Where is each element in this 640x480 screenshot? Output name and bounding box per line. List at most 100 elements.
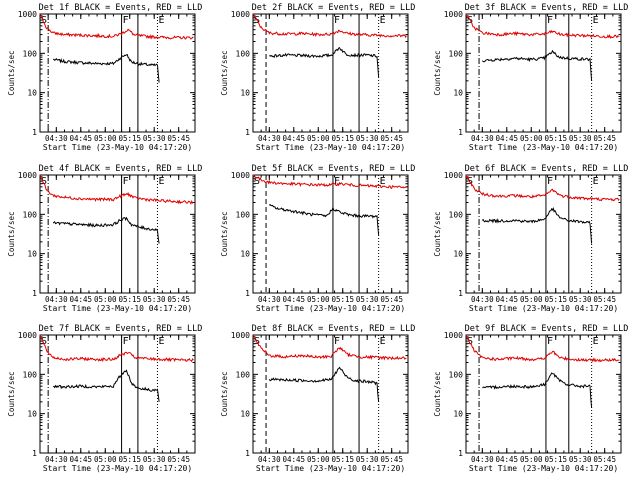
y-tick-label: 100	[23, 210, 38, 219]
x-tick-label: 05:45	[593, 455, 616, 464]
y-axis-label: Counts/sec	[220, 371, 229, 416]
events-series-line	[481, 49, 593, 81]
x-axis-label: Start Time (23-May-10 04:17:20)	[469, 464, 618, 473]
y-tick-label: 1000	[231, 10, 250, 19]
x-tick-label: 05:15	[544, 455, 567, 464]
events-series-line	[269, 47, 380, 78]
x-tick-label: 05:30	[143, 455, 166, 464]
time-marker-label: E	[380, 176, 386, 187]
time-marker-label: F	[334, 176, 340, 187]
time-marker-label: S	[41, 176, 47, 187]
x-axis-label: Start Time (23-May-10 04:17:20)	[43, 304, 192, 313]
detector-panel: Det 6f BLACK = Events, RED = LLD 1 10 100 10…	[433, 164, 628, 313]
panel-title: Det 4f BLACK = Events, RED = LLD	[39, 164, 203, 174]
time-marker-label: S	[41, 336, 47, 347]
detector-panel: Det 2f BLACK = Events, RED = LLD 1 10 100 10…	[220, 3, 415, 152]
x-tick-label: 05:00	[520, 295, 543, 304]
x-tick-label: 04:30	[45, 455, 68, 464]
events-series-line	[52, 369, 160, 402]
x-tick-label: 04:45	[70, 134, 93, 143]
y-tick-label: 1	[245, 128, 250, 137]
y-tick-label: 100	[236, 49, 251, 58]
x-tick-label: 05:15	[118, 134, 141, 143]
time-marker-label: E	[158, 176, 164, 187]
detector-panel: Det 8f BLACK = Events, RED = LLD 1 10 100 10…	[220, 324, 415, 473]
panel-title: Det 6f BLACK = Events, RED = LLD	[465, 164, 629, 174]
time-marker-label: E	[158, 15, 164, 26]
plot-frame	[252, 174, 409, 294]
x-tick-label: 05:30	[356, 134, 379, 143]
y-tick-label: 1	[458, 289, 463, 298]
y-axis-label: Counts/sec	[220, 211, 229, 256]
lld-series-line	[39, 13, 194, 40]
plot-frame	[465, 13, 622, 133]
x-tick-label: 04:30	[45, 295, 68, 304]
x-tick-label: 05:30	[569, 134, 592, 143]
x-tick-label: 05:30	[569, 455, 592, 464]
panel-title: Det 3f BLACK = Events, RED = LLD	[465, 3, 629, 13]
x-tick-label: 05:00	[307, 455, 330, 464]
x-tick-label: 04:45	[283, 295, 306, 304]
y-tick-label: 10	[453, 250, 463, 259]
time-marker-label: F	[547, 15, 553, 26]
time-marker-label: E	[593, 15, 599, 26]
x-tick-label: 05:30	[356, 455, 379, 464]
y-tick-label: 1000	[18, 331, 37, 340]
time-marker-label: F	[123, 15, 129, 26]
y-tick-label: 10	[27, 410, 37, 419]
y-tick-label: 10	[27, 250, 37, 259]
y-tick-label: 1000	[18, 10, 37, 19]
x-tick-label: 05:30	[569, 295, 592, 304]
detector-panel: Det 5f BLACK = Events, RED = LLD 1 10 100 10…	[220, 164, 415, 313]
x-tick-label: 05:45	[593, 295, 616, 304]
y-tick-label: 100	[23, 49, 38, 58]
lld-series-line	[252, 334, 407, 361]
lld-series-line	[39, 334, 194, 363]
panel-title: Det 2f BLACK = Events, RED = LLD	[252, 3, 416, 13]
y-axis-label: Counts/sec	[7, 50, 16, 95]
y-tick-label: 10	[240, 89, 250, 98]
x-tick-label: 04:45	[283, 134, 306, 143]
y-tick-label: 1	[458, 449, 463, 458]
time-marker-label: F	[547, 336, 553, 347]
x-axis-label: Start Time (23-May-10 04:17:20)	[256, 143, 405, 152]
x-tick-label: 05:00	[94, 295, 117, 304]
panel-title: Det 9f BLACK = Events, RED = LLD	[465, 324, 629, 334]
x-tick-label: 05:30	[356, 295, 379, 304]
x-tick-label: 04:45	[496, 295, 519, 304]
events-series-line	[482, 372, 593, 408]
y-tick-label: 100	[236, 210, 251, 219]
time-marker-label: F	[123, 336, 129, 347]
lld-series-line	[465, 334, 620, 363]
y-tick-label: 100	[23, 370, 38, 379]
x-tick-label: 05:15	[331, 295, 354, 304]
x-tick-label: 05:45	[380, 295, 403, 304]
y-tick-label: 1	[32, 128, 37, 137]
x-tick-label: 04:45	[70, 455, 93, 464]
events-series-line	[52, 216, 160, 244]
panel-title: Det 7f BLACK = Events, RED = LLD	[39, 324, 203, 334]
plot-frame	[39, 13, 196, 133]
plot-frame	[39, 174, 196, 294]
events-series-line	[53, 53, 160, 83]
lld-series-line	[465, 174, 620, 202]
x-tick-label: 04:45	[70, 295, 93, 304]
x-tick-label: 05:15	[544, 295, 567, 304]
x-tick-label: 05:45	[167, 134, 190, 143]
events-series-line	[268, 366, 380, 402]
y-axis-label: Counts/sec	[433, 371, 442, 416]
detector-panel: Det 1f BLACK = Events, RED = LLD 1 10 100 10…	[7, 3, 202, 152]
panel-title: Det 8f BLACK = Events, RED = LLD	[252, 324, 416, 334]
detector-panel: Det 9f BLACK = Events, RED = LLD 1 10 100 10…	[433, 324, 628, 473]
time-marker-label: F	[334, 336, 340, 347]
time-marker-label: F	[123, 176, 129, 187]
y-tick-label: 1000	[444, 331, 463, 340]
x-tick-label: 05:15	[331, 134, 354, 143]
x-tick-label: 05:00	[520, 455, 543, 464]
events-series-line	[268, 203, 380, 235]
y-tick-label: 100	[449, 370, 464, 379]
y-tick-label: 1000	[444, 171, 463, 180]
panel-title: Det 1f BLACK = Events, RED = LLD	[39, 3, 203, 13]
y-tick-label: 1000	[18, 171, 37, 180]
